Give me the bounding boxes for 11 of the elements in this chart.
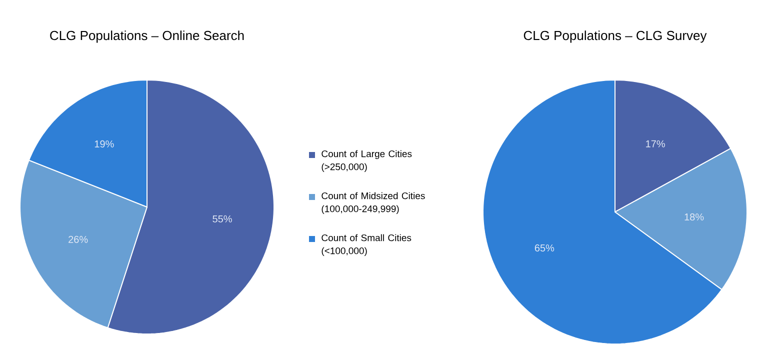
- legend-label: Count of Midsized Cities (100,000-249,999): [322, 192, 425, 214]
- chart-title: CLG Populations – CLG Survey: [524, 30, 707, 42]
- data-label: 26%: [68, 236, 88, 243]
- legend-label: Count of Small Cities (<100,000): [322, 234, 412, 256]
- data-label: 19%: [94, 140, 114, 148]
- legend-label: Count of Large Cities (>250,000): [322, 150, 412, 172]
- data-label: 55%: [212, 215, 232, 222]
- chart-title: CLG Populations – Online Search: [50, 30, 244, 42]
- data-label: 65%: [534, 244, 554, 252]
- data-label: 17%: [646, 140, 665, 148]
- data-label: 18%: [684, 213, 704, 220]
